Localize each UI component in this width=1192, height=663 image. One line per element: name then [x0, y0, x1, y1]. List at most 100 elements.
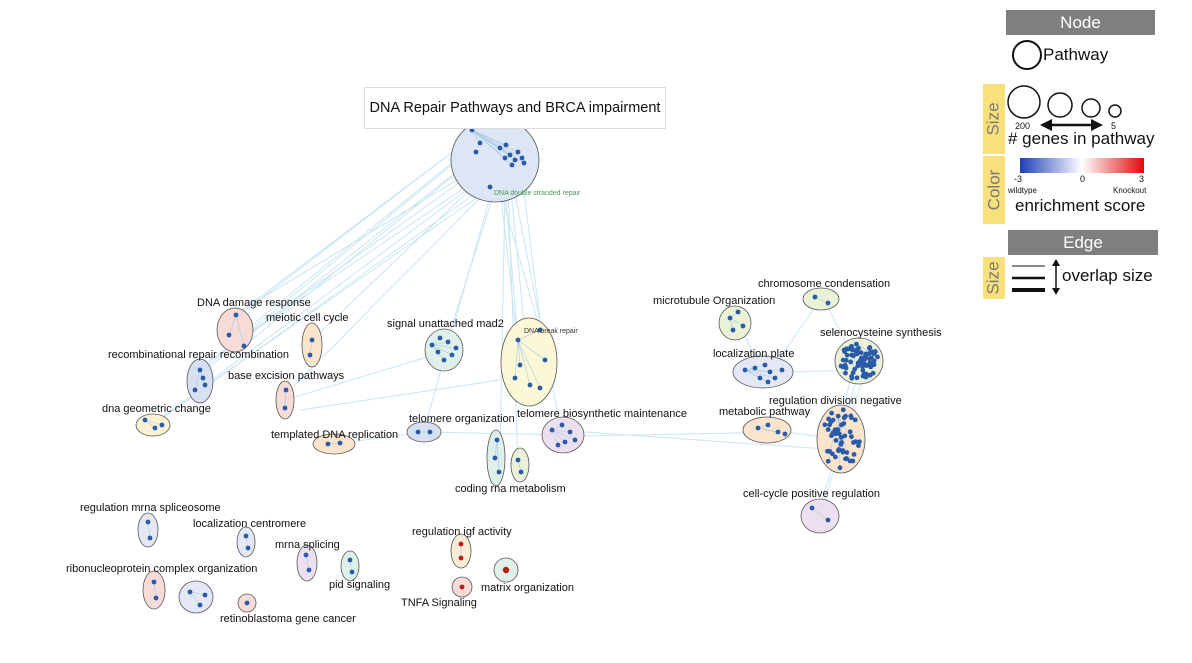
- gene-dot: [159, 422, 165, 428]
- legend-size-tab: Size: [983, 84, 1005, 154]
- gene-dot: [825, 517, 831, 523]
- cluster-cell-cycle-positive[interactable]: [800, 498, 840, 534]
- cluster-base-excision[interactable]: [275, 380, 295, 420]
- gene-dot: [349, 569, 355, 575]
- cluster-telomere-biosynthetic[interactable]: [541, 416, 585, 454]
- gene-dot: [840, 449, 846, 455]
- cluster-edge: [729, 317, 744, 327]
- gene-dot: [518, 469, 524, 475]
- cluster-localization-plate[interactable]: [732, 355, 794, 389]
- gene-dot: [197, 367, 203, 373]
- cluster-ellipse: [500, 317, 558, 407]
- cluster-ribonucleoprotein-complex[interactable]: [142, 570, 166, 610]
- cluster-edge: [471, 129, 481, 144]
- cluster-ellipse: [312, 433, 356, 455]
- legend-edge-header: Edge: [1008, 230, 1158, 255]
- cluster-regulation-division-negative[interactable]: [816, 404, 866, 474]
- cluster-edge: [147, 521, 151, 539]
- gene-dot: [825, 458, 831, 464]
- gene-dot: [243, 533, 249, 539]
- cluster-edge: [517, 339, 531, 386]
- diagram-title: DNA Repair Pathways and BRCA impairment: [364, 87, 666, 129]
- gene-dot: [843, 365, 849, 371]
- gene-dot: [775, 429, 781, 435]
- cluster-regulation-igf-activity[interactable]: [450, 533, 472, 569]
- label-signal-unattached-mad2: signal unattached mad2: [387, 318, 504, 330]
- cluster-selenocysteine-synthesis[interactable]: [834, 337, 884, 385]
- gene-dot: [860, 367, 866, 373]
- gene-dot: [843, 357, 849, 363]
- cluster-retinoblastoma-gene-cancer[interactable]: [237, 593, 257, 613]
- gene-dot: [863, 371, 869, 377]
- gene-dot: [827, 448, 832, 454]
- gene-dot: [473, 149, 479, 155]
- legend-color-tab-label: Color: [984, 169, 1003, 211]
- cluster-chromosome-condensation[interactable]: [802, 287, 840, 311]
- gene-dot: [477, 140, 483, 146]
- cluster-tnfa-signaling[interactable]: [451, 576, 473, 598]
- cluster-dna-damage-response[interactable]: [216, 307, 254, 353]
- gene-dot: [226, 332, 232, 338]
- gene-dot: [779, 367, 785, 373]
- cluster-ellipse: [216, 307, 254, 353]
- cluster-edge: [744, 369, 771, 373]
- cluster-edge: [235, 314, 245, 347]
- cluster-ribonucleoprotein-b[interactable]: [178, 580, 214, 614]
- cluster-regulation-mrna-spliceosome[interactable]: [137, 512, 159, 548]
- gene-dot: [197, 602, 203, 608]
- cluster-edge: [517, 339, 546, 361]
- cluster-ellipse: [802, 287, 840, 311]
- cluster-edge: [471, 129, 523, 159]
- cluster-meiotic-cell-cycle[interactable]: [301, 322, 323, 368]
- cluster-microtubule-organization[interactable]: [718, 305, 752, 341]
- cluster-metabolic-pathway[interactable]: [742, 416, 792, 444]
- gene-dot: [283, 387, 289, 393]
- gene-dot: [435, 349, 441, 355]
- gene-dot: [147, 535, 153, 541]
- gene-dot: [459, 584, 465, 590]
- label-templated-dna-replication: templated DNA replication: [271, 429, 398, 441]
- gene-dot: [755, 425, 761, 431]
- cluster-recombinational-repair[interactable]: [186, 358, 214, 404]
- label-matrix-organization: matrix organization: [481, 582, 574, 594]
- cluster-templated-dna-replication[interactable]: [312, 433, 356, 455]
- cluster-matrix-organization[interactable]: [493, 557, 519, 583]
- cluster-dna-break-repair[interactable]: [500, 317, 558, 407]
- gene-dot: [200, 375, 206, 381]
- gene-dot: [325, 441, 331, 447]
- cluster-edge: [471, 129, 525, 164]
- gene-dot: [782, 431, 788, 437]
- gene-dot: [517, 362, 523, 368]
- gene-dot: [497, 145, 503, 151]
- cluster-dna-geometric-change[interactable]: [135, 413, 171, 437]
- cluster-signal-unattached-mad2[interactable]: [424, 328, 464, 372]
- gene-dot: [866, 351, 872, 356]
- cluster-mrna-splicing[interactable]: [296, 544, 318, 582]
- gene-dot: [809, 505, 815, 511]
- gene-dot: [437, 335, 443, 341]
- gene-dot: [337, 440, 343, 446]
- cluster-dna-double-stranded-repair[interactable]: [450, 117, 540, 203]
- cluster-localization-centromere[interactable]: [236, 526, 256, 558]
- label-recombinational-repair-recombination: recombinational repair recombination: [108, 349, 289, 361]
- cluster-telomere-organization[interactable]: [406, 421, 442, 443]
- cluster-edge: [744, 369, 769, 383]
- gene-dot: [241, 343, 247, 349]
- gene-dot: [233, 312, 239, 318]
- label-dna-damage-response: DNA damage response: [197, 297, 311, 309]
- gene-dot: [825, 427, 831, 432]
- cluster-coding-rna-metabolism-b[interactable]: [510, 447, 530, 483]
- gene-dot: [849, 434, 854, 440]
- cluster-edge: [827, 416, 839, 462]
- cluster-ellipse: [296, 544, 318, 582]
- cluster-pid-signaling[interactable]: [340, 550, 360, 582]
- cluster-edge: [189, 591, 206, 596]
- gene-dot: [829, 410, 834, 416]
- gene-dot: [415, 429, 421, 435]
- cluster-ellipse: [186, 358, 214, 404]
- gene-dot: [841, 421, 847, 426]
- cluster-ellipse: [236, 526, 256, 558]
- cluster-edge: [144, 419, 163, 426]
- cluster-coding-rna-metabolism-a[interactable]: [486, 429, 506, 487]
